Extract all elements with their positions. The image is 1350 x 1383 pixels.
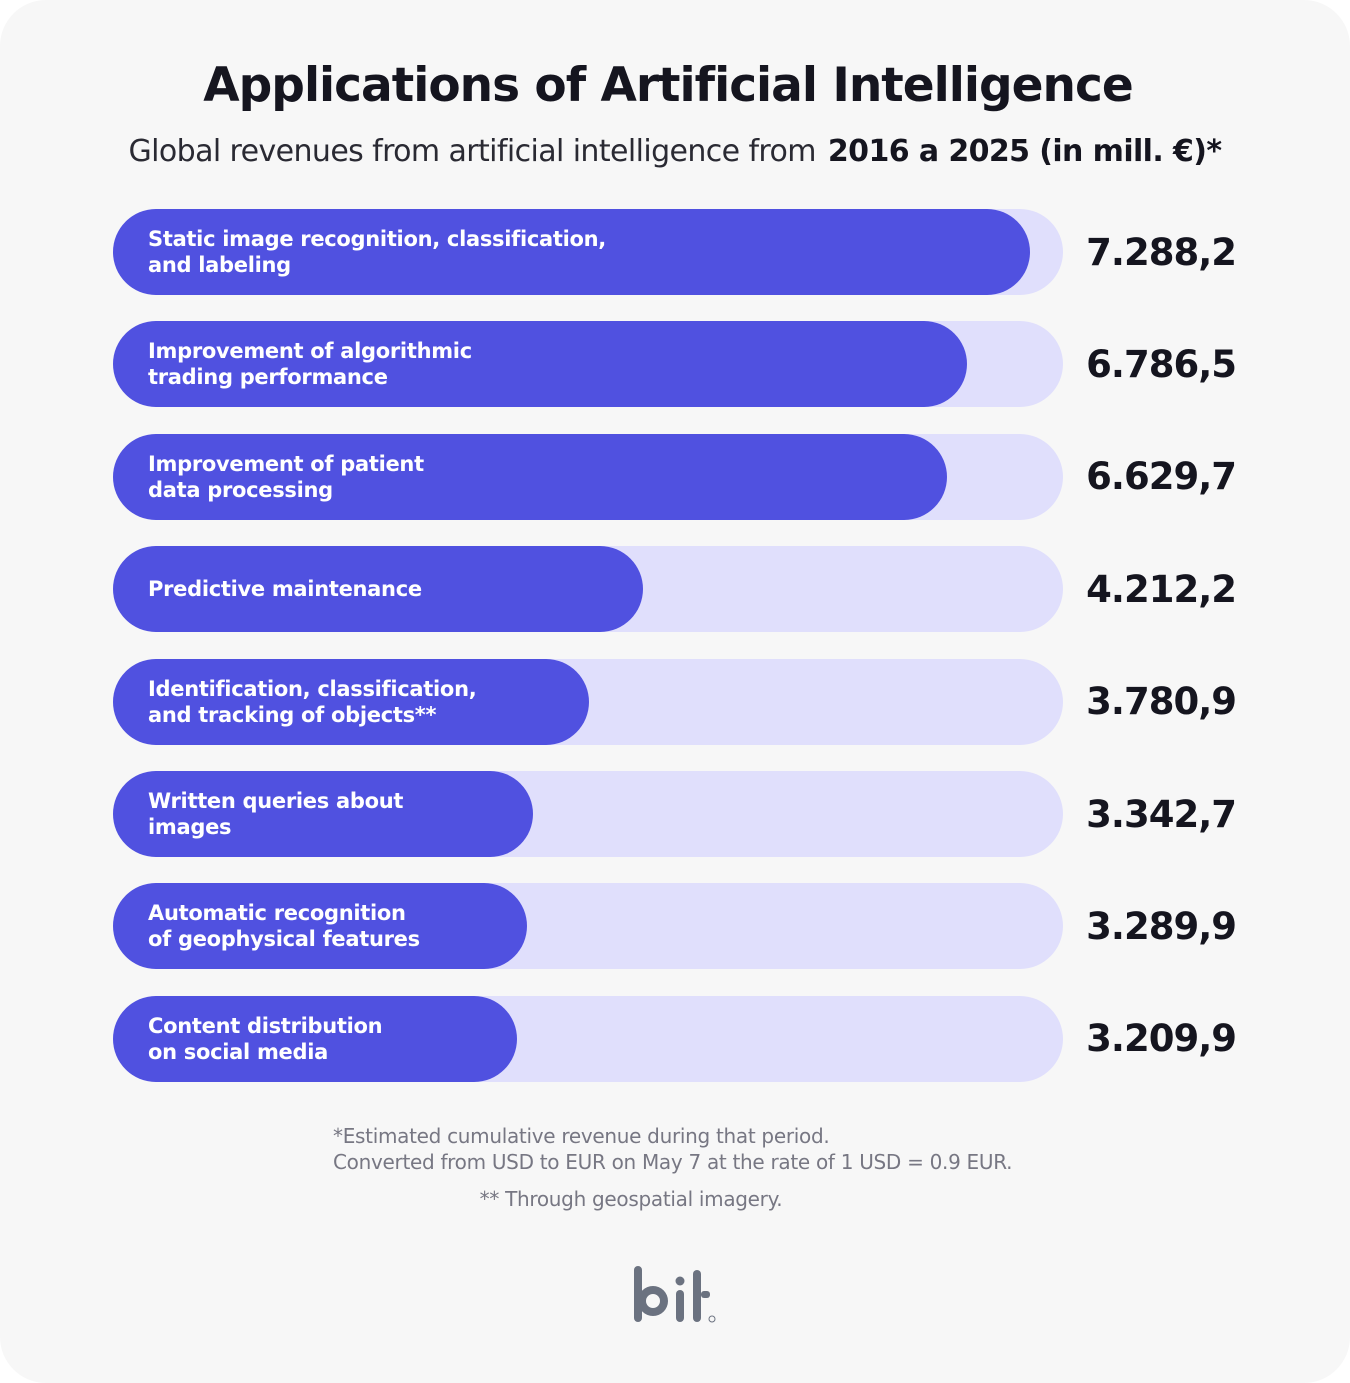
- bar: [113, 883, 527, 970]
- bar-value-label: 6.629,7: [1086, 455, 1237, 499]
- bit-logo: bit: [634, 1266, 716, 1323]
- bar-label: Improvement of patient data processing: [148, 451, 424, 502]
- subtitle-emphasis: 2016 a 2025 (in mill. €)*: [827, 134, 1222, 169]
- bar: [113, 546, 643, 633]
- bar-value-label: 3.289,9: [1086, 904, 1237, 948]
- bar: [113, 321, 967, 408]
- subtitle-text: Global revenues from artificial intellig…: [128, 134, 817, 169]
- bar-row: Automatic recognition of geophysical fea…: [113, 883, 1243, 970]
- bar-row: Static image recognition, classification…: [113, 209, 1243, 295]
- bar-row: Identification, classification, and trac…: [113, 658, 1243, 745]
- bar-chart: Static image recognition, classification…: [113, 209, 1243, 1082]
- bar-row: Content distribution on social media 3.20…: [113, 995, 1243, 1082]
- bar-row: Improvement of patient data processing 6.…: [113, 433, 1243, 520]
- bar-row: Predictive maintenance 4.212,2: [113, 546, 1243, 633]
- bar-label: Static image recognition, classification…: [148, 227, 606, 277]
- bar-row: Improvement of algorithmic trading perfo…: [113, 321, 1243, 408]
- bar: [113, 658, 589, 745]
- bar: [113, 771, 533, 857]
- bar: [113, 209, 1030, 295]
- footnotes: *Estimated cumulative revenue during tha…: [333, 1123, 1093, 1175]
- bar-label: Automatic recognition of geophysical fea…: [148, 901, 420, 952]
- footnote-estimate: *Estimated cumulative revenue during tha…: [333, 1124, 830, 1148]
- bar-row: Written queries about images 3.342,7: [113, 771, 1243, 857]
- bar-value-label: 6.786,5: [1086, 342, 1237, 386]
- bar-value-label: 3.342,7: [1086, 792, 1237, 836]
- chart-title: Applications of Artificial Intelligence: [203, 58, 1133, 113]
- bar-label: Written queries about images: [148, 789, 404, 839]
- bar-label: Predictive maintenance: [148, 577, 422, 602]
- bar-value-label: 7.288,2: [1086, 230, 1237, 274]
- bar-value-label: 4.212,2: [1086, 567, 1237, 611]
- bar-label: Improvement of algorithmic trading perfo…: [148, 339, 472, 390]
- bar: [113, 433, 947, 520]
- chart-subtitle: Global revenues from artificial intellig…: [0, 134, 1350, 169]
- footnote-geospatial: ** Through geospatial imagery.: [479, 1187, 783, 1211]
- bar: [113, 995, 517, 1082]
- bar-label: Content distribution on social media: [148, 1013, 383, 1064]
- bar-label: Identification, classification, and trac…: [148, 676, 477, 727]
- bar-value-label: 3.209,9: [1086, 1017, 1237, 1061]
- footnote-conversion: Converted from USD to EUR on May 7 at th…: [333, 1150, 1013, 1174]
- bar-value-label: 3.780,9: [1086, 680, 1237, 724]
